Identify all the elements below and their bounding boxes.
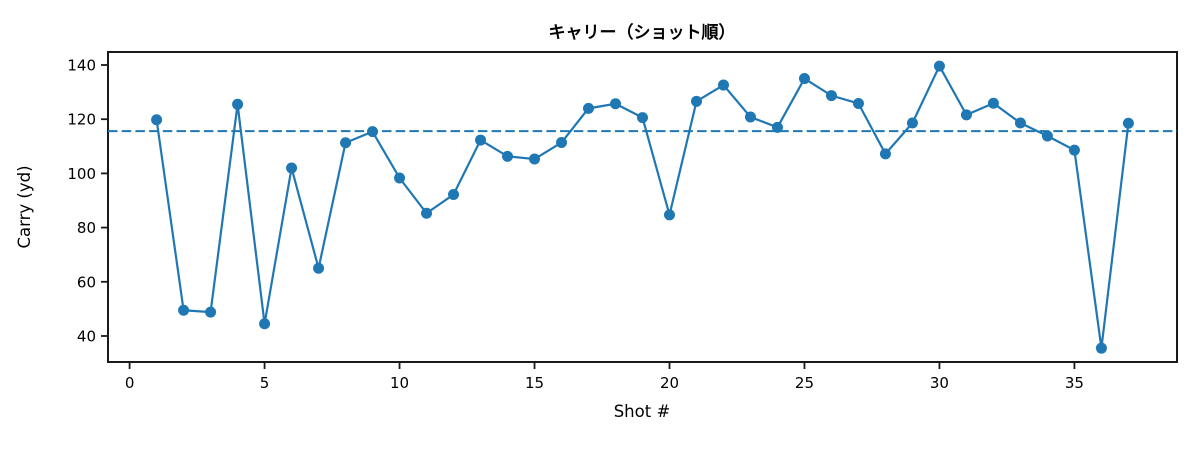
data-point-marker	[637, 112, 648, 124]
plot-area: 40 60 80 100 120 140 0 5 10 15 20 25 30 35	[67, 51, 1178, 392]
data-point-marker	[1122, 117, 1134, 129]
data-point-marker	[178, 304, 190, 316]
data-point-marker	[448, 189, 460, 201]
data-point-marker	[825, 90, 837, 102]
data-point-marker	[583, 102, 595, 114]
data-point-marker	[421, 207, 433, 219]
data-point-marker	[879, 148, 891, 160]
data-point-marker	[906, 117, 918, 129]
data-point-marker	[987, 97, 999, 109]
series-line	[155, 64, 1130, 350]
data-point-marker	[286, 162, 298, 174]
y-axis-label: Carry (yd)	[15, 165, 34, 248]
x-tick-label: 15	[525, 374, 544, 392]
y-tick-label: 60	[77, 273, 96, 291]
y-tick-label: 140	[67, 57, 96, 75]
data-point-marker	[556, 137, 568, 149]
data-point-marker	[690, 95, 702, 107]
data-point-marker	[313, 262, 325, 274]
x-axis-label: Shot #	[614, 402, 671, 421]
data-point-marker	[717, 79, 729, 91]
x-tick-label: 30	[930, 374, 949, 392]
y-tick-label: 80	[77, 219, 96, 237]
axes-frame	[107, 51, 1178, 363]
y-tick-label: 120	[67, 111, 96, 129]
data-point-marker	[394, 172, 406, 184]
x-tick-label: 10	[390, 374, 409, 392]
data-point-marker	[933, 60, 945, 72]
x-tick-label: 5	[260, 374, 270, 392]
x-tick-label: 25	[795, 374, 814, 392]
data-point-marker	[529, 153, 541, 165]
data-point-marker	[259, 318, 271, 330]
data-point-marker	[151, 114, 163, 126]
y-tick-label: 40	[77, 327, 96, 345]
data-point-marker	[852, 97, 864, 109]
x-tick-label: 0	[125, 374, 135, 392]
data-point-marker	[1014, 117, 1026, 129]
data-point-marker	[367, 126, 379, 138]
data-point-marker	[502, 150, 514, 162]
chart-title: キャリー（ショット順）	[549, 22, 736, 43]
x-tick-label: 20	[660, 374, 679, 392]
data-point-marker	[1068, 144, 1080, 156]
x-tick-label: 35	[1065, 374, 1084, 392]
data-point-marker	[1041, 130, 1053, 142]
data-point-marker	[232, 98, 244, 110]
data-point-marker	[475, 134, 487, 146]
data-point-marker	[744, 111, 756, 123]
y-tick-label: 100	[67, 165, 96, 183]
data-point-marker	[340, 137, 352, 149]
data-point-marker	[205, 306, 217, 318]
data-point-marker	[663, 209, 675, 221]
data-point-marker	[610, 98, 622, 110]
data-point-marker	[1095, 342, 1107, 354]
data-point-marker	[798, 73, 810, 85]
data-point-marker	[771, 121, 783, 133]
data-point-marker	[960, 109, 972, 121]
